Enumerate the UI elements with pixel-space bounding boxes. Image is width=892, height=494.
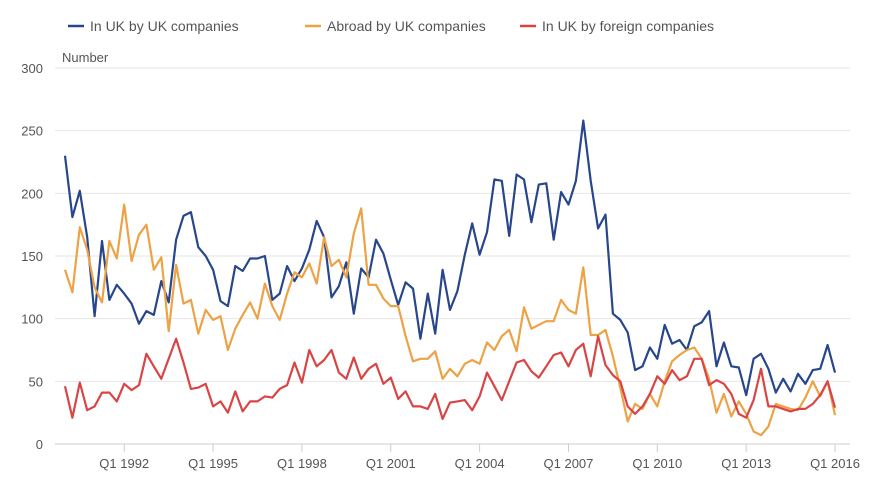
y-tick-label: 50 [29, 374, 43, 389]
x-tick-label: Q1 2007 [544, 456, 594, 471]
legend-label: In UK by UK companies [90, 18, 239, 34]
x-tick-label: Q1 2013 [721, 456, 771, 471]
y-axis-label: Number [62, 50, 109, 65]
y-tick-label: 250 [21, 124, 43, 139]
legend-label: In UK by foreign companies [542, 18, 714, 34]
legend-label: Abroad by UK companies [327, 18, 486, 34]
y-tick-label: 0 [36, 437, 43, 452]
x-axis: Q1 1992 Q1 1995 Q1 1998 Q1 2001 Q1 2004 Q1 20… [99, 444, 860, 471]
x-tick-label: Q1 2004 [455, 456, 505, 471]
y-axis: 0 50 100 150 200 250 300 [21, 61, 43, 452]
x-tick-label: Q1 1998 [277, 456, 327, 471]
y-tick-label: 200 [21, 186, 43, 201]
gridlines [55, 67, 850, 445]
x-tick-label: Q1 1995 [188, 456, 238, 471]
series-line-2 [63, 203, 837, 437]
legend: In UK by UK companies Abroad by UK compan… [68, 18, 714, 34]
y-tick-label: 150 [21, 249, 43, 264]
x-tick-label: Q1 2001 [366, 456, 416, 471]
x-tick-label: Q1 2016 [810, 456, 860, 471]
y-tick-label: 300 [21, 61, 43, 76]
x-tick-label: Q1 1992 [99, 456, 149, 471]
x-tick-label: Q1 2010 [632, 456, 682, 471]
series-lines [63, 119, 837, 437]
y-tick-label: 100 [21, 312, 43, 327]
